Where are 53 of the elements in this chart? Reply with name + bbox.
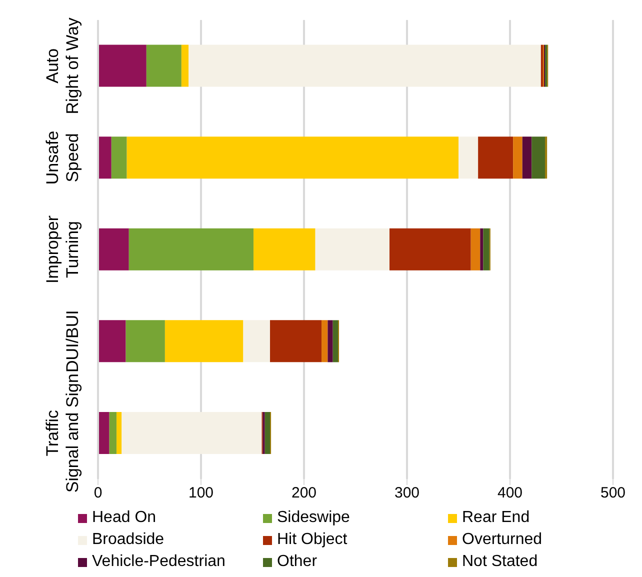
bar	[254, 228, 316, 270]
y-tick-label: Unsafe Speed	[43, 130, 82, 185]
bar	[389, 228, 471, 270]
bar	[480, 228, 484, 270]
legend-label: Sideswipe	[277, 509, 350, 527]
bar	[264, 412, 270, 454]
bar	[98, 44, 146, 87]
bar	[122, 412, 262, 454]
legend-label: Overturned	[462, 531, 542, 549]
bar	[181, 44, 189, 87]
x-tick-label: 500	[600, 484, 626, 502]
bar	[116, 412, 122, 454]
bar	[243, 320, 270, 362]
x-tick-label: 0	[94, 484, 102, 502]
bar	[128, 228, 254, 270]
bar	[98, 320, 126, 362]
x-tick-label: 100	[188, 484, 214, 502]
legend-label: Other	[277, 553, 318, 571]
bar	[188, 44, 541, 87]
bar	[522, 136, 532, 179]
bar	[513, 136, 522, 179]
bar	[315, 228, 390, 270]
y-tick-label: Traffic Signal and Sign	[43, 374, 82, 493]
bar	[98, 412, 110, 454]
bar	[332, 320, 338, 362]
y-tick-label: DUI/BUI	[63, 310, 82, 372]
legend-label: Hit Object	[277, 531, 348, 549]
legend-label: Rear End	[462, 509, 530, 527]
legend-label: Not Stated	[462, 553, 538, 571]
bar	[98, 136, 112, 179]
legend-label: Vehicle-Pedestrian	[92, 553, 226, 571]
bar	[532, 136, 546, 179]
legend-label: Head On	[92, 509, 156, 527]
legend-label: Broadside	[92, 531, 164, 549]
bar	[458, 136, 478, 179]
x-tick-label: 300	[394, 484, 420, 502]
x-tick-label: 400	[497, 484, 523, 502]
bar	[328, 320, 333, 362]
bar	[478, 136, 514, 179]
y-tick-label: Auto Right of Way	[43, 17, 82, 114]
x-tick-label: 200	[291, 484, 317, 502]
bar	[126, 320, 165, 362]
y-tick-label: Improper Turning	[43, 215, 82, 284]
bar	[470, 228, 480, 270]
bar	[146, 44, 182, 87]
bar	[164, 320, 244, 362]
bar	[483, 228, 490, 270]
bar	[126, 136, 458, 179]
bar	[98, 228, 129, 270]
bar	[111, 136, 127, 179]
bar	[270, 320, 322, 362]
bar	[109, 412, 117, 454]
bar	[322, 320, 328, 362]
